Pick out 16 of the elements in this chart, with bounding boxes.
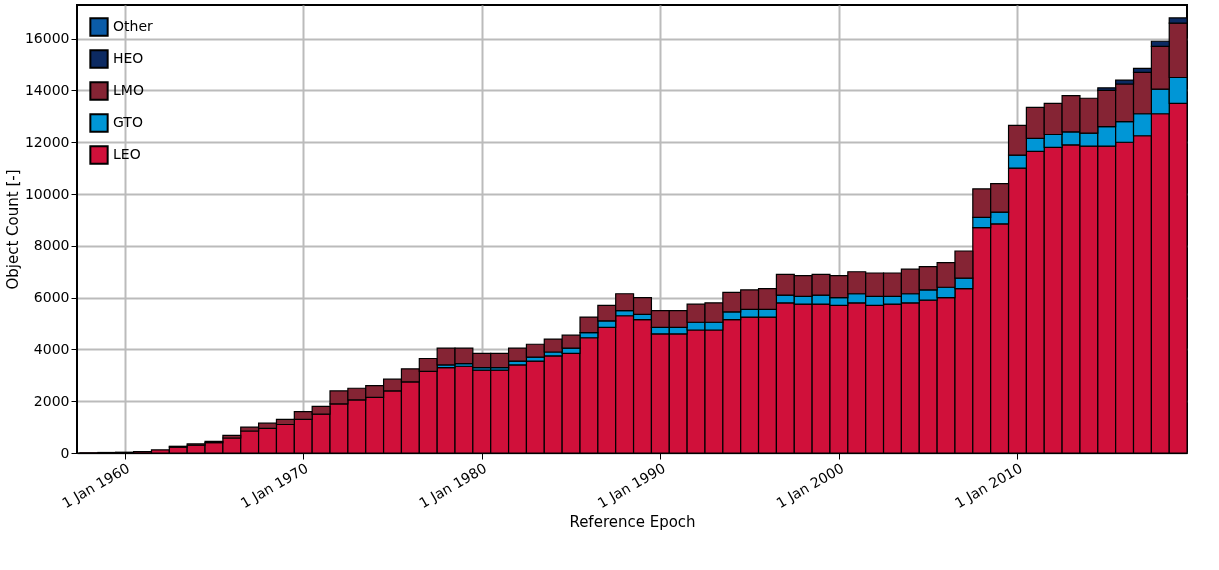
y-tick-label: 16000 — [24, 30, 70, 47]
legend-label: LEO — [113, 146, 141, 162]
legend-label: HEO — [113, 50, 144, 66]
y-axis-title: Object Count [-] — [3, 169, 22, 290]
legend-label: LMO — [113, 82, 144, 98]
legend-label: Other — [113, 18, 153, 34]
y-tick-label: 2000 — [33, 392, 70, 409]
legend-label: GTO — [113, 114, 143, 130]
y-tick-label: 8000 — [33, 237, 70, 254]
y-tick-label: 6000 — [33, 289, 70, 306]
x-axis-title: Reference Epoch — [569, 513, 696, 532]
y-tick-label: 0 — [60, 444, 70, 461]
y-tick-label: 12000 — [24, 133, 70, 150]
y-tick-label: 10000 — [24, 185, 70, 202]
y-tick-label: 14000 — [24, 81, 70, 98]
y-tick-label: 4000 — [33, 340, 70, 357]
